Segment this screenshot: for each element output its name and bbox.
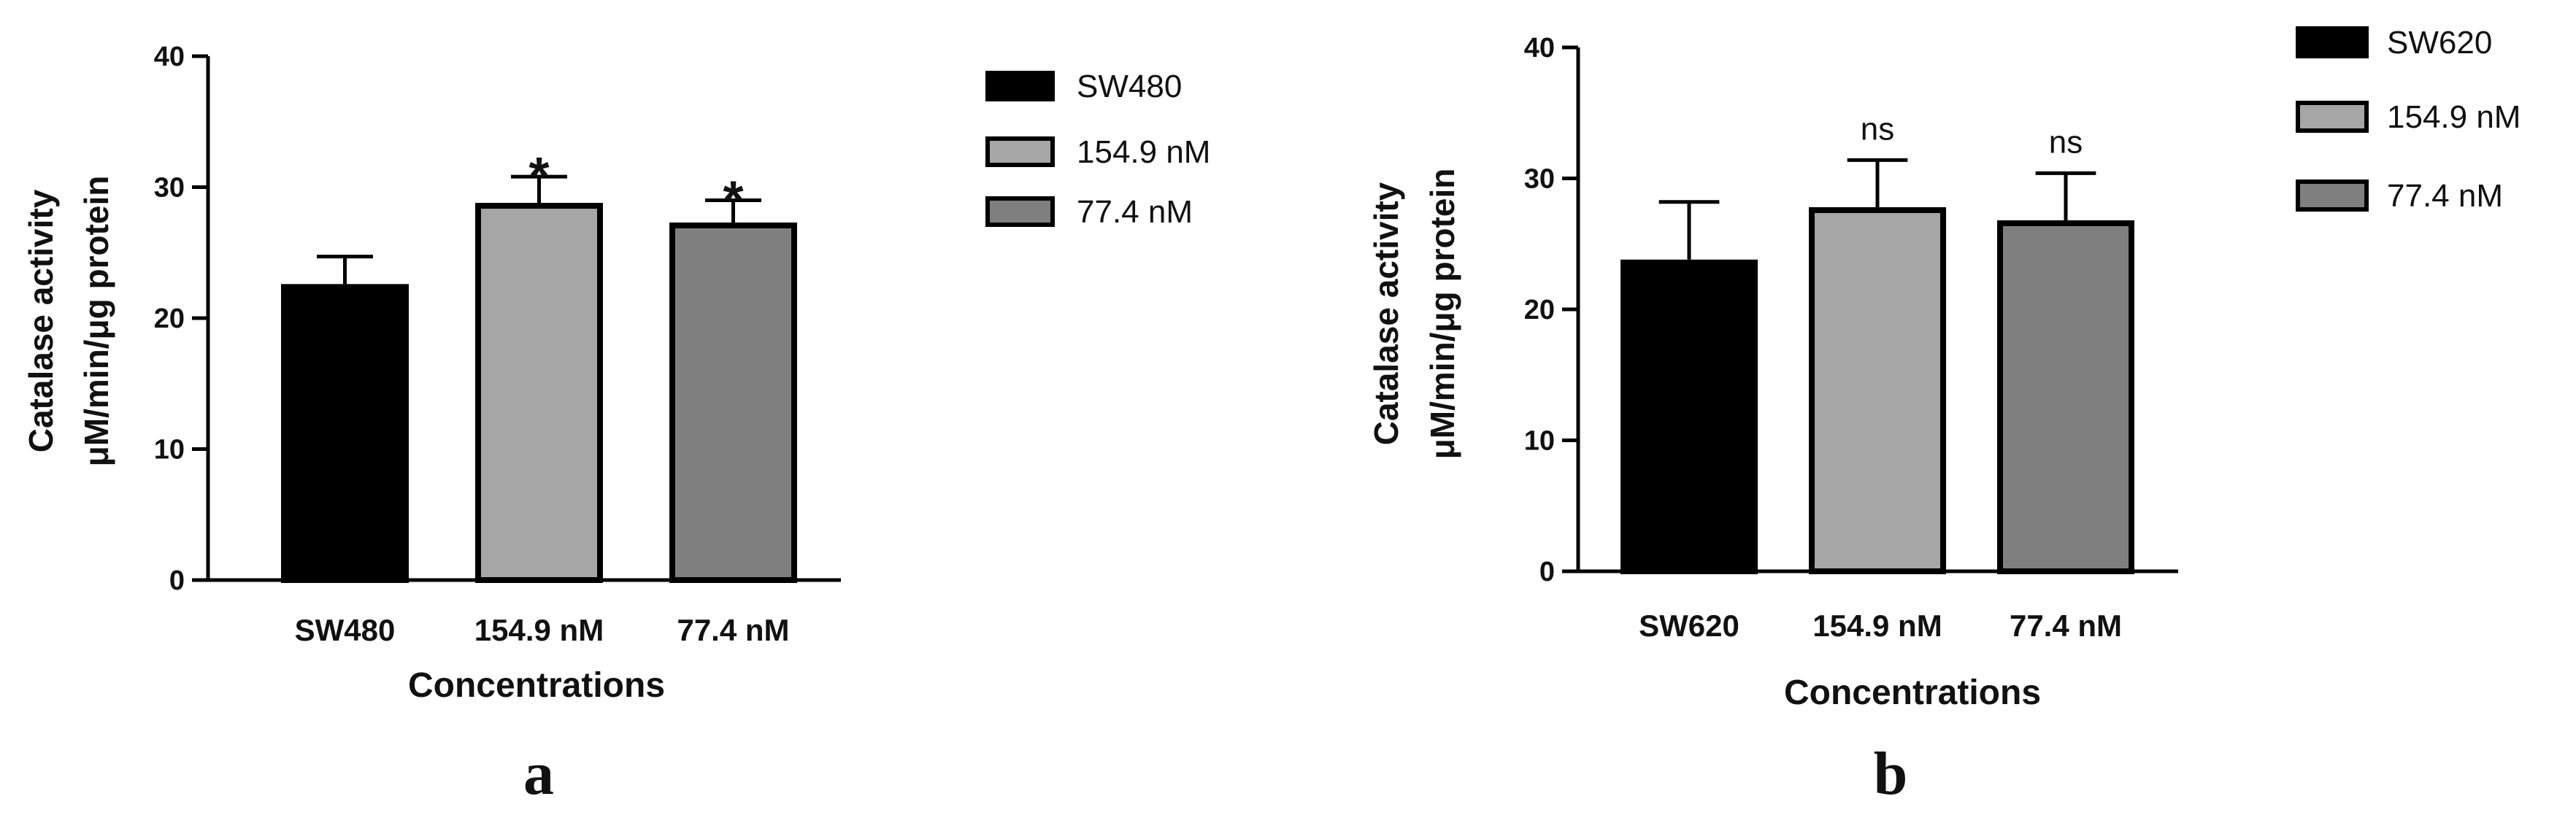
legend-entry-label: 77.4 nM: [2387, 178, 2503, 214]
x-tick-label: 154.9 nM: [1812, 609, 1942, 643]
y-tick-label: 30: [1524, 164, 1555, 195]
panel-label: a: [523, 740, 554, 808]
y-axis-title-line: μM/min/μg protein: [1423, 169, 1461, 460]
y-tick-label: 40: [1524, 33, 1555, 63]
y-tick-label: 0: [169, 565, 185, 596]
y-tick-label: 10: [154, 435, 185, 466]
legend-entry-label: SW480: [1077, 69, 1182, 104]
y-tick-label: 0: [1539, 557, 1555, 587]
chart-panel-b: 0 10 20 30 40 Catalase activity μM/min/μg prot…: [1367, 25, 2521, 808]
significance-label: *: [528, 147, 549, 206]
legend-entry-label: SW620: [2387, 25, 2492, 61]
y-tick-label: 20: [154, 304, 185, 334]
y-axis-title-line: μM/min/μg protein: [77, 176, 115, 467]
y-tick-label: 40: [154, 42, 185, 72]
y-axis-title-line: Catalase activity: [22, 189, 60, 452]
legend-entry-label: 154.9 nM: [1077, 134, 1210, 170]
significance-label: ns: [2049, 124, 2083, 160]
bar: [1620, 259, 1758, 574]
legend: SW480 154.9 nM 77.4 nM: [985, 69, 1210, 230]
x-tick-label: 77.4 nM: [2010, 609, 2122, 643]
bar: [475, 203, 603, 584]
x-tick-label: 154.9 nM: [474, 613, 604, 647]
y-axis-title-line: Catalase activity: [1367, 182, 1405, 445]
y-tick-label: 10: [1524, 426, 1555, 457]
legend-entry-label: 77.4 nM: [1077, 194, 1193, 230]
significance-label: *: [723, 171, 743, 229]
x-tick-label: SW480: [295, 613, 396, 647]
x-tick-label: SW620: [1639, 609, 1739, 643]
x-axis-title: Concentrations: [1784, 673, 2041, 712]
y-tick-label: 30: [154, 173, 185, 204]
x-tick-label: 77.4 nM: [677, 613, 789, 647]
legend-swatch: [2296, 101, 2369, 133]
legend-swatch: [2296, 26, 2369, 58]
x-axis-title: Concentrations: [408, 666, 665, 705]
bar: [281, 284, 409, 583]
y-tick-label: 20: [1524, 295, 1555, 325]
legend-swatch: [985, 196, 1055, 227]
legend-swatch: [985, 136, 1055, 167]
legend-entry-label: 154.9 nM: [2387, 99, 2521, 135]
legend-swatch: [2296, 179, 2369, 212]
significance-label: ns: [1861, 111, 1894, 147]
bar: [669, 222, 797, 583]
legend: SW620 154.9 nM 77.4 nM: [2296, 25, 2521, 214]
bar: [1997, 220, 2134, 574]
legend-swatch: [985, 71, 1055, 101]
bar: [1809, 206, 1946, 574]
panel-label: b: [1874, 740, 1908, 808]
chart-panel-a: 0 10 20 30 40 Catalase activity μM/min/μg prot…: [22, 42, 1210, 808]
